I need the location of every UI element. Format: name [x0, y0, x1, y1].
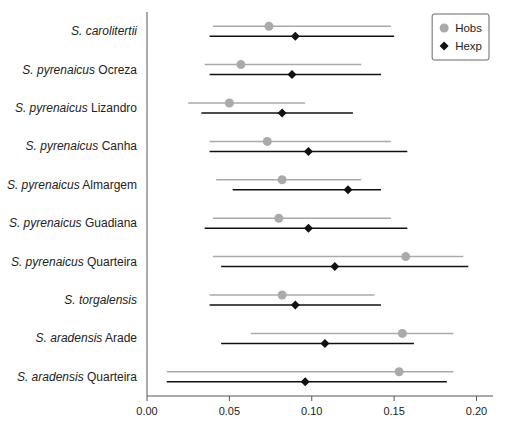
range-line: [210, 141, 391, 143]
tick-label: 0.05: [219, 405, 240, 417]
mean-marker: [401, 252, 410, 261]
tick-label: 0.00: [136, 405, 157, 417]
value-axis-line: [147, 396, 493, 397]
range-line: [213, 25, 391, 27]
range-line: [205, 64, 362, 66]
range-line: [213, 217, 391, 219]
label-italic: S. aradensis: [17, 370, 84, 384]
label-plain: Quarteira: [84, 255, 138, 269]
range-line: [213, 256, 463, 258]
mean-marker: [320, 339, 329, 348]
mean-marker: [236, 60, 245, 69]
tick-mark: [147, 396, 148, 401]
mean-marker: [225, 99, 234, 108]
category-label: S. aradensis Arade: [36, 331, 138, 345]
plot-area: [167, 22, 469, 387]
range-line: [233, 189, 381, 191]
label-plain: Guadiana: [82, 216, 138, 230]
mean-marker: [291, 32, 300, 41]
category-label: S. pyrenaicus Ocreza: [22, 63, 137, 77]
tick-mark: [394, 396, 395, 401]
mean-marker: [330, 262, 339, 271]
range-line: [167, 371, 454, 373]
range-line: [188, 102, 305, 104]
legend-marker: [440, 24, 449, 33]
label-plain: Arade: [102, 331, 137, 345]
mean-marker: [278, 291, 287, 300]
label-plain: Canha: [98, 139, 137, 153]
range-line: [221, 343, 414, 345]
legend-label: Hexp: [455, 40, 482, 52]
legend: Hobs Hexp: [432, 14, 489, 60]
label-italic: S. pyrenaicus: [11, 255, 84, 269]
label-plain: Almargem: [80, 178, 137, 192]
category-label: S. pyrenaicus Quarteira: [11, 255, 137, 269]
label-italic: S. pyrenaicus: [15, 101, 88, 115]
tick-mark: [229, 396, 230, 401]
mean-marker: [274, 214, 283, 223]
label-italic: S. pyrenaicus: [22, 63, 95, 77]
mean-marker: [395, 367, 404, 376]
mean-marker: [304, 147, 313, 156]
legend-marker: [440, 42, 449, 51]
label-italic: S. aradensis: [36, 331, 103, 345]
range-line: [251, 333, 454, 335]
tick-label: 0.10: [301, 405, 322, 417]
category-axis-line: [147, 12, 148, 396]
label-italic: S. pyrenaicus: [7, 178, 80, 192]
mean-marker: [291, 301, 300, 310]
range-line: [210, 35, 395, 37]
mean-marker: [278, 175, 287, 184]
category-label: S. pyrenaicus Guadiana: [9, 216, 137, 230]
tick-label: 0.20: [466, 405, 487, 417]
tick-mark: [311, 396, 312, 401]
series-1: [167, 32, 469, 387]
label-plain: Lizandro: [88, 101, 138, 115]
label-plain: Quarteira: [84, 370, 138, 384]
tick-mark: [476, 396, 477, 401]
category-labels: S. carolitertiiS. pyrenaicus OcrezaS. py…: [7, 24, 137, 384]
axes: 0.00 0.05 0.10 0.15 0.20: [136, 12, 493, 417]
mean-marker: [263, 137, 272, 146]
category-label: S. carolitertii: [71, 24, 137, 38]
range-line: [216, 179, 361, 181]
category-label: S. aradensis Quarteira: [17, 370, 137, 384]
range-line: [221, 266, 468, 268]
range-line: [210, 294, 375, 296]
mean-marker: [304, 224, 313, 233]
legend-box: [432, 14, 489, 60]
label-plain: Ocreza: [95, 63, 137, 77]
category-label: S. pyrenaicus Lizandro: [15, 101, 137, 115]
legend-label: Hobs: [455, 22, 482, 34]
category-label: S. pyrenaicus Canha: [26, 139, 138, 153]
category-label: S. torgalensis: [64, 293, 137, 307]
mean-marker: [278, 109, 287, 118]
mean-marker: [398, 329, 407, 338]
series-0: [167, 22, 464, 377]
label-italic: S. pyrenaicus: [26, 139, 99, 153]
label-italic: S. pyrenaicus: [9, 216, 82, 230]
category-label: S. pyrenaicus Almargem: [7, 178, 137, 192]
mean-marker: [301, 377, 310, 386]
chart: S. carolitertiiS. pyrenaicus OcrezaS. py…: [0, 0, 509, 434]
tick-label: 0.15: [383, 405, 404, 417]
mean-marker: [264, 22, 273, 31]
range-line: [201, 112, 353, 114]
mean-marker: [287, 70, 296, 79]
mean-marker: [344, 185, 353, 194]
